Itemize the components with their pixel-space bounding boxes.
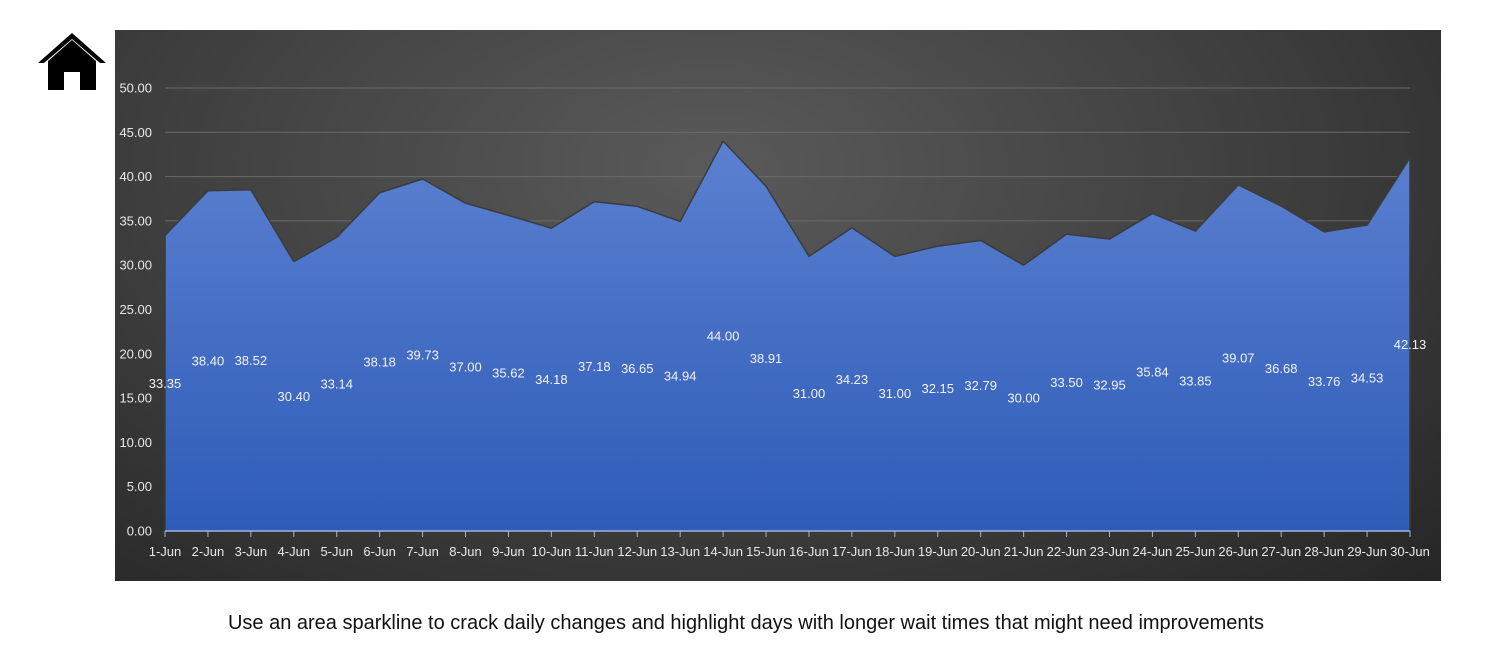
data-label: 32.15 [921, 381, 954, 396]
data-label: 39.73 [406, 347, 439, 362]
x-tick-label: 29-Jun [1347, 544, 1387, 559]
data-label: 33.76 [1308, 374, 1341, 389]
data-label: 36.65 [621, 361, 654, 376]
y-tick-label: 5.00 [127, 479, 152, 494]
data-label: 38.18 [363, 354, 396, 369]
x-tick-label: 17-Jun [832, 544, 872, 559]
data-label: 34.94 [664, 369, 697, 384]
x-tick-label: 21-Jun [1004, 544, 1044, 559]
x-tick-label: 9-Jun [492, 544, 525, 559]
data-label: 38.40 [192, 353, 225, 368]
data-label: 34.53 [1351, 371, 1384, 386]
chart-panel: 0.00 5.00 10.00 15.00 20.00 25.00 30.00 35.00 40… [115, 30, 1441, 581]
data-label: 31.00 [793, 386, 826, 401]
x-tick-label: 7-Jun [406, 544, 439, 559]
data-label: 35.62 [492, 366, 525, 381]
y-tick-label: 15.00 [119, 391, 152, 406]
area-series [164, 140, 1411, 532]
x-tick-label: 27-Jun [1261, 544, 1301, 559]
x-tick-label: 19-Jun [918, 544, 958, 559]
x-tick-label: 12-Jun [617, 544, 657, 559]
data-label: 37.00 [449, 360, 482, 375]
x-tick-label: 4-Jun [278, 544, 311, 559]
data-label: 37.18 [578, 359, 611, 374]
x-tick-label: 11-Jun [575, 544, 614, 559]
data-label: 32.79 [964, 378, 997, 393]
x-tick-label: 18-Jun [875, 544, 915, 559]
data-label: 36.68 [1265, 361, 1298, 376]
y-tick-label: 40.00 [119, 169, 152, 184]
data-label: 33.50 [1050, 375, 1083, 390]
data-label: 30.40 [278, 389, 311, 404]
x-tick-label: 8-Jun [449, 544, 482, 559]
x-tick-label: 22-Jun [1047, 544, 1087, 559]
data-label: 33.85 [1179, 374, 1212, 389]
x-tick-label: 10-Jun [532, 544, 572, 559]
x-tick-label: 5-Jun [320, 544, 353, 559]
data-label: 38.52 [235, 353, 268, 368]
x-tick-label: 16-Jun [789, 544, 829, 559]
y-tick-label: 30.00 [119, 258, 152, 273]
x-tick-label: 20-Jun [961, 544, 1001, 559]
x-tick-label: 3-Jun [235, 544, 268, 559]
x-tick-label: 30-Jun [1390, 544, 1430, 559]
data-label: 44.00 [707, 329, 740, 344]
y-tick-label: 25.00 [119, 302, 152, 317]
y-tick-label: 45.00 [119, 125, 152, 140]
x-tick-label: 1-Jun [149, 544, 182, 559]
data-label: 38.91 [750, 351, 783, 366]
data-label: 35.84 [1136, 365, 1169, 380]
data-label: 34.18 [535, 372, 568, 387]
y-tick-label: 35.00 [119, 213, 152, 228]
x-tick-label: 14-Jun [703, 544, 743, 559]
x-tick-label: 28-Jun [1304, 544, 1344, 559]
data-label: 30.00 [1007, 391, 1040, 406]
data-label: 33.14 [320, 377, 353, 392]
x-tick-label: 6-Jun [363, 544, 396, 559]
x-tick-label: 15-Jun [746, 544, 786, 559]
x-tick-label: 26-Jun [1218, 544, 1258, 559]
data-label: 33.35 [149, 376, 182, 391]
x-tick-label: 23-Jun [1090, 544, 1130, 559]
x-tick-label: 24-Jun [1133, 544, 1173, 559]
data-label: 42.13 [1394, 337, 1427, 352]
y-tick-label: 20.00 [119, 346, 152, 361]
home-icon[interactable] [36, 30, 108, 94]
chart-caption: Use an area sparkline to crack daily cha… [227, 612, 1265, 634]
y-tick-label: 50.00 [119, 81, 152, 96]
y-tick-label: 10.00 [119, 435, 152, 450]
data-label: 34.23 [836, 372, 869, 387]
data-label: 39.07 [1222, 350, 1255, 365]
x-tick-label: 25-Jun [1175, 544, 1215, 559]
y-tick-label: 0.00 [127, 524, 152, 539]
x-tick-label: 2-Jun [192, 544, 225, 559]
x-tick-label: 13-Jun [660, 544, 700, 559]
data-label: 32.95 [1093, 378, 1126, 393]
data-label: 31.00 [879, 386, 912, 401]
area-chart: 0.00 5.00 10.00 15.00 20.00 25.00 30.00 35.00 40… [119, 81, 1430, 560]
